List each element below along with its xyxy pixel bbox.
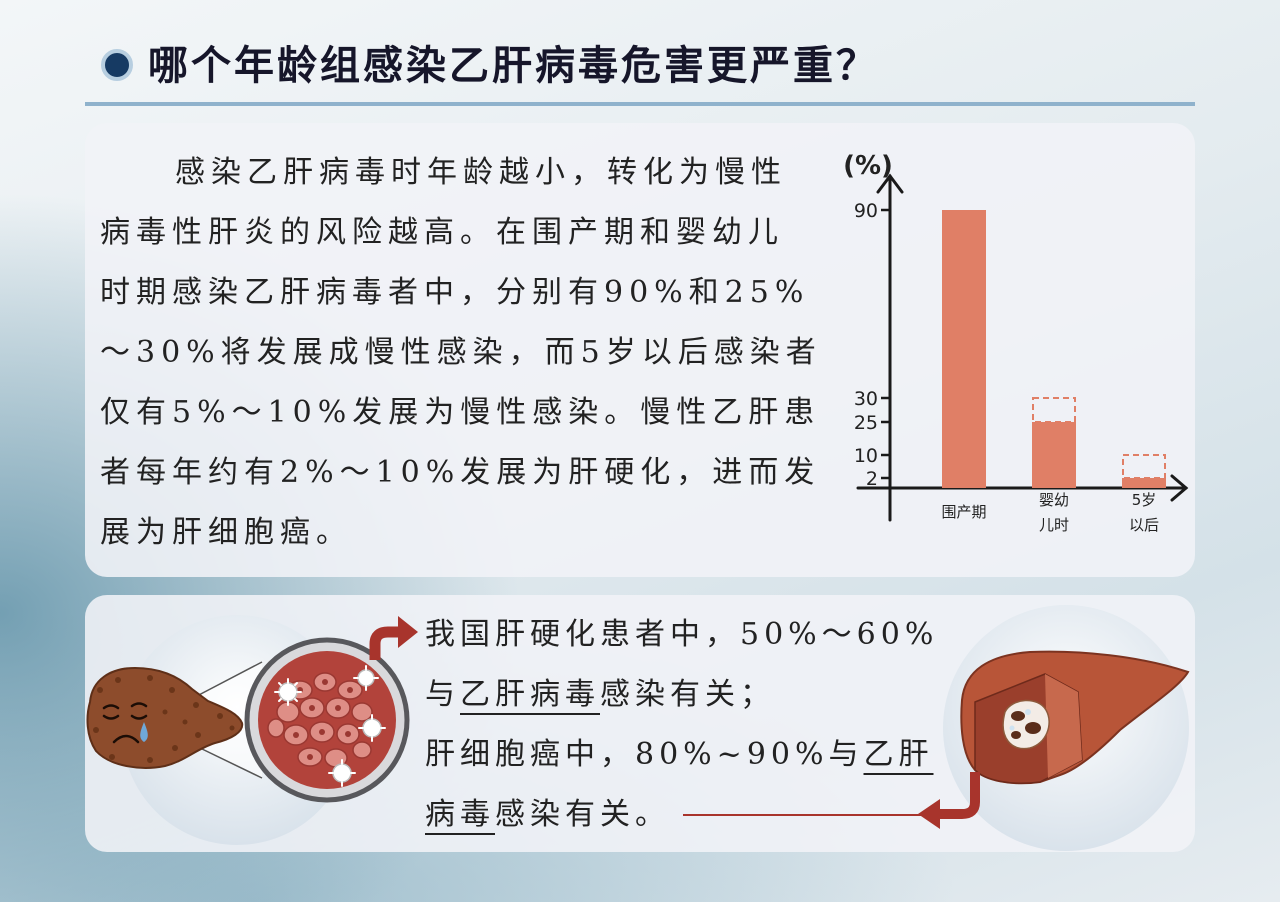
category-label: 以后 [1129, 516, 1159, 534]
bar-1 [1032, 422, 1076, 488]
cirrhosis-statement-line: 我国肝硬化患者中，50%～60% [425, 617, 939, 652]
text-segment: 与 [425, 677, 460, 712]
page-title: 哪个年龄组感染乙肝病毒危害更严重？ [148, 44, 879, 88]
title-bullet-icon [101, 49, 133, 81]
y-tick-label: 30 [854, 388, 878, 410]
category-label: 5岁 [1132, 491, 1157, 509]
x-axis-arrow-icon [1170, 474, 1189, 502]
intro-line: ～30%将发展成慢性感染，而5岁以后感染者 [100, 335, 822, 370]
intro-paragraph: 感染乙肝病毒时年龄越小，转化为慢性 病毒性肝炎的风险越高。在围产期和婴幼儿 时期… [100, 143, 825, 563]
chart-axes [856, 173, 1189, 522]
bar-0 [942, 210, 986, 488]
underlined-term: 乙肝 [863, 737, 934, 772]
intro-line: 仅有5%～10%发展为慢性感染。慢性乙肝患 [100, 395, 821, 430]
y-tick-label: 10 [854, 445, 878, 467]
y-tick-label: 25 [854, 412, 878, 434]
y-axis-label: (%) [843, 151, 893, 181]
intro-line: 病毒性肝炎的风险越高。在围产期和婴幼儿 [100, 215, 784, 250]
cancer-statement-line: 肝细胞癌中，80%~90%与乙肝 [425, 725, 945, 785]
intro-line: 时期感染乙肝病毒者中，分别有90%和25% [100, 275, 810, 310]
y-tick-label: 90 [854, 200, 878, 222]
cirrhosis-statement-line: 与乙肝病毒感染有关； [425, 665, 945, 725]
outcome-text: 我国肝硬化患者中，50%～60% 与乙肝病毒感染有关； 肝细胞癌中，80%~90… [425, 605, 945, 845]
intro-line: 者每年约有2%～10%发展为肝硬化，进而发 [100, 455, 821, 490]
underlined-term: 病毒 [425, 797, 495, 832]
text-segment: 肝细胞癌中，80%~90%与 [425, 737, 864, 772]
bar-range-1 [1032, 397, 1076, 423]
text-segment: 感染有关； [600, 677, 775, 712]
text-segment: 感染有关。 [495, 797, 670, 832]
title-divider [85, 102, 1195, 106]
category-label: 围产期 [941, 503, 986, 521]
bar-2 [1122, 478, 1166, 488]
y-axis-arrow-icon [876, 173, 904, 194]
intro-panel [85, 123, 1195, 577]
bar-range-2 [1122, 454, 1166, 479]
category-label: 婴幼 [1039, 491, 1069, 509]
intro-line: 展为肝细胞癌。 [100, 515, 352, 550]
intro-line: 感染乙肝病毒时年龄越小，转化为慢性 [175, 155, 787, 190]
category-label: 儿时 [1039, 516, 1069, 534]
y-tick-label: 2 [866, 468, 878, 490]
underlined-term: 乙肝病毒 [460, 677, 600, 712]
cancer-statement-line: 病毒感染有关。 [425, 785, 945, 845]
